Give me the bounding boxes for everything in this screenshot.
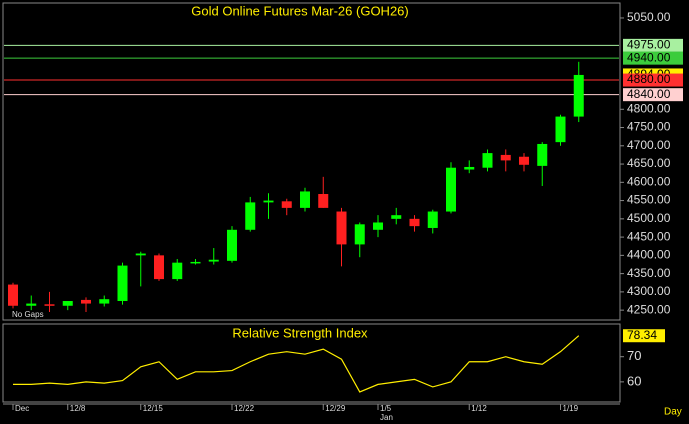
y-tick-label: 4300.00 [627,284,671,298]
x-tick-label: 1/12 [471,404,487,413]
x-unit: Day [664,407,682,418]
x-tick-label: 1/5 [380,404,392,413]
candle-body [446,167,456,212]
candle-body [263,200,274,203]
y-tick-label: 4250.00 [627,302,671,316]
x-tick-label: 12/22 [234,404,255,413]
candle-body [117,265,128,302]
candle-body [99,299,110,304]
y-tick-label: 60 [627,373,641,388]
candle-body [300,191,310,208]
candle-body [8,284,18,306]
x-tick-label: 12/15 [143,404,164,413]
candle-body [227,229,237,261]
y-tick-label: 4450.00 [627,229,671,243]
candle-body [336,211,347,245]
x-tick-label: 1/19 [563,404,579,413]
chart-title: Gold Online Futures Mar-26 (GOH26) [191,3,408,18]
candle-body [208,259,219,262]
candle-body [537,143,548,166]
candle-body [482,153,493,168]
level-box [623,51,683,65]
price-panel [2,2,621,321]
candle-body [409,218,420,227]
candle-body [427,211,438,228]
candle-body [373,222,383,230]
level-label: 4975.00 [627,38,671,52]
y-tick-label: 70 [627,348,641,363]
candle-body [44,304,55,306]
y-tick-label: 4350.00 [627,266,671,280]
candle-body [391,215,402,219]
rsi-last-box [623,329,665,343]
x-tick-label: Dec [15,404,29,413]
level-box [623,73,683,87]
candle-body [81,299,91,304]
y-tick-label: 4800.00 [627,101,671,115]
level-label: 4940.00 [627,50,671,64]
y-tick-label: 4650.00 [627,156,671,170]
level-box [623,38,683,52]
y-tick-label: 4600.00 [627,174,671,188]
candle-body [190,261,201,264]
candle-body [135,253,146,256]
candle-body [573,74,584,117]
y-tick-label: 4500.00 [627,211,671,225]
month-label: Jan [380,413,393,422]
note: No Gaps [12,310,44,319]
y-tick-label: 4550.00 [627,193,671,207]
candle-body [354,224,365,245]
y-tick-label: 5050.00 [627,10,671,24]
level-label: 4840.00 [627,87,671,101]
candle-body [245,202,256,230]
rsi-title: Relative Strength Index [232,325,368,340]
candle-body [464,166,475,170]
rsi-line [13,335,580,393]
candle-body [281,201,292,208]
candle-body [62,301,73,306]
y-tick-label: 4700.00 [627,138,671,152]
y-tick-label: 4400.00 [627,248,671,262]
candle-body [519,156,529,165]
rsi-last-label: 78.34 [627,328,657,342]
level-label: 4880.00 [627,72,671,86]
x-tick-label: 12/8 [70,404,86,413]
level-box [623,88,683,102]
rsi-panel [2,323,621,403]
candle-body [500,154,511,161]
y-tick-label: 4750.00 [627,120,671,134]
x-tick-label: 12/29 [325,404,346,413]
candle-body [555,116,566,143]
candle-body [154,255,164,280]
candle-body [318,194,329,208]
candle-body [26,303,37,306]
candle-body [172,262,183,280]
